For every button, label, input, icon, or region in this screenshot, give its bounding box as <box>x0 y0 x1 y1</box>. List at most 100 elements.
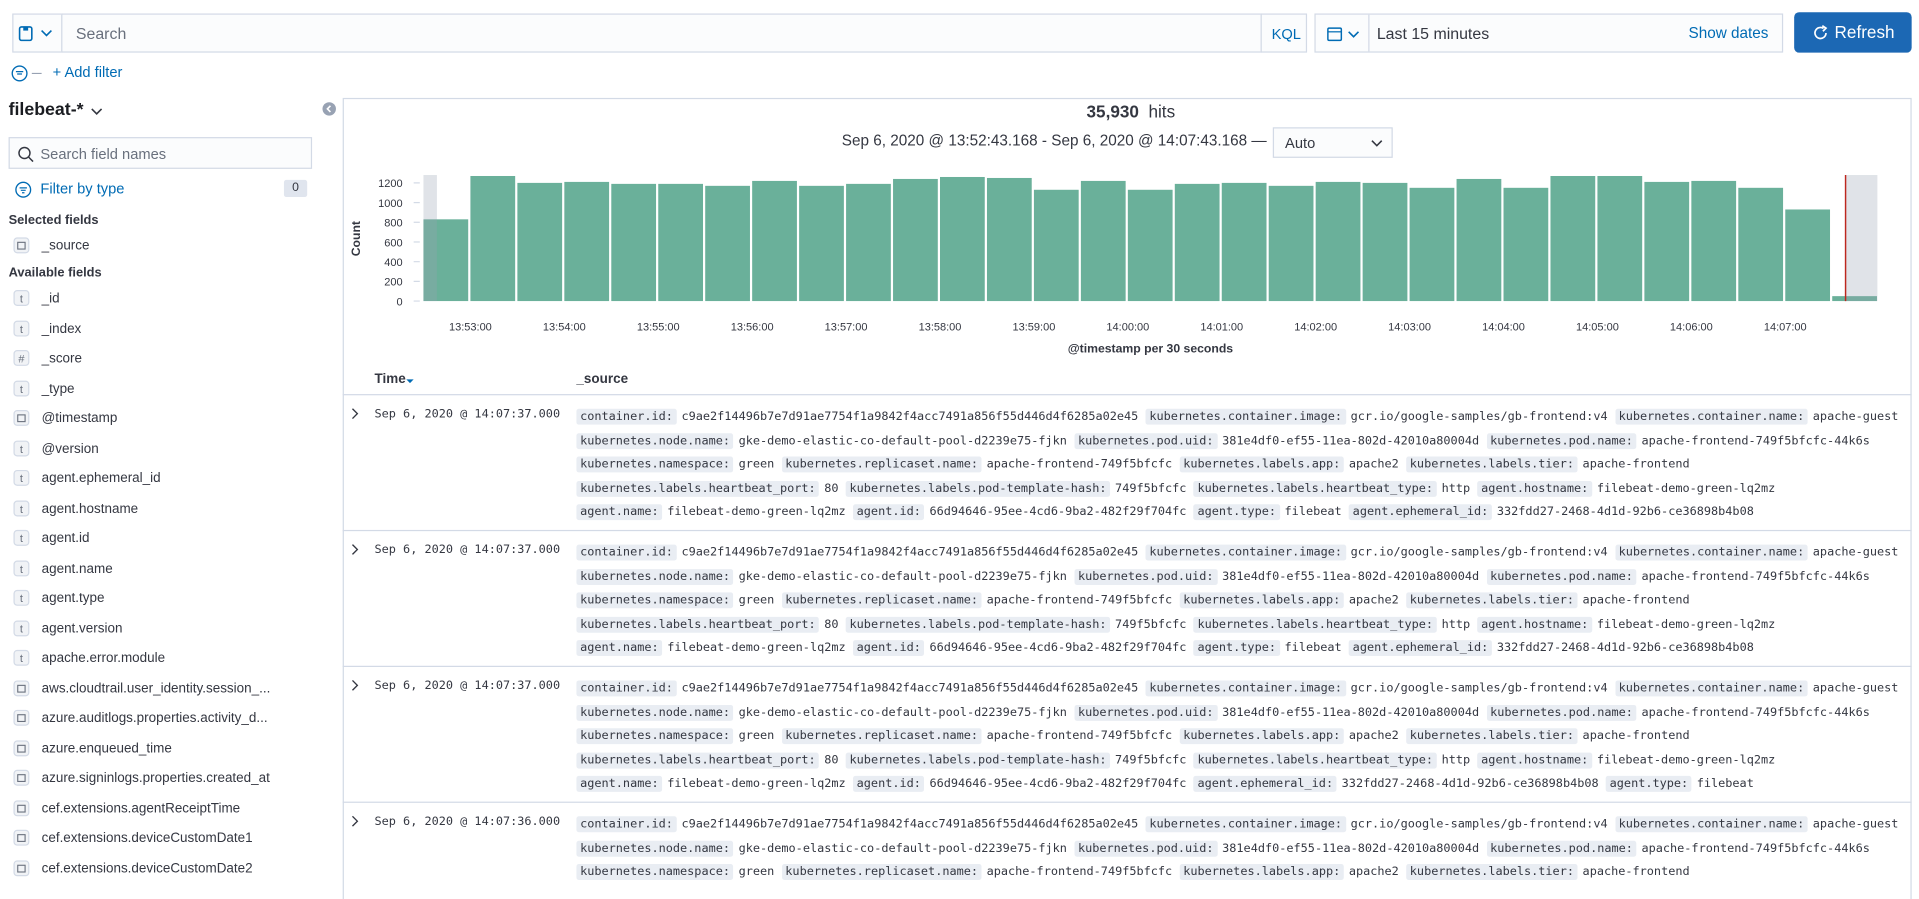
collapse-sidebar[interactable] <box>322 102 337 117</box>
column-header: _source <box>576 372 629 387</box>
bar <box>611 183 657 302</box>
bar <box>986 177 1032 302</box>
field-value: apache-guest <box>1812 545 1899 560</box>
field-item[interactable]: t _id <box>0 284 330 313</box>
bar <box>1080 180 1126 302</box>
field-value: green <box>738 729 775 744</box>
field-item[interactable]: t apache.error.module <box>0 644 330 673</box>
field-item[interactable]: t _type <box>0 374 330 403</box>
field-name: _id <box>41 291 60 306</box>
field-item[interactable]: cef.extensions.deviceCustomDate1 <box>0 824 330 853</box>
field-value: filebeat <box>1696 777 1754 792</box>
bar <box>1550 175 1596 302</box>
column-header[interactable]: Time <box>374 372 406 387</box>
field-item[interactable]: azure.auditlogs.properties.activity_d... <box>0 704 330 733</box>
expand-toggle[interactable] <box>349 542 361 557</box>
field-name: @version <box>41 441 99 456</box>
interval-select[interactable]: Auto <box>1272 127 1393 158</box>
bar <box>470 175 516 302</box>
expand-toggle[interactable] <box>349 814 361 829</box>
date-picker[interactable]: Last 15 minutes Show dates <box>1314 13 1784 53</box>
bar <box>658 183 704 302</box>
field-value: gke-demo-elastic-co-default-pool-d2239e7… <box>738 841 1067 855</box>
field-value: 381e4df0-ef55-11ea-802d-42010a80004d <box>1222 705 1480 720</box>
expand-toggle[interactable] <box>349 406 361 421</box>
timestamp: Sep 6, 2020 @ 14:07:37.000 <box>374 407 561 422</box>
field-type-badge: t <box>13 529 30 546</box>
field-item[interactable]: azure.enqueued_time <box>0 734 330 763</box>
bar <box>1597 175 1643 302</box>
expand-toggle[interactable] <box>349 678 361 693</box>
field-item[interactable]: t agent.version <box>0 614 330 643</box>
source-line: container.id: c9ae2f14496b7e7d91ae7754f1a… <box>576 541 1905 565</box>
field-item[interactable]: azure.signinlogs.properties.created_at <box>0 764 330 793</box>
x-tick-label: 14:07:00 <box>1764 321 1807 333</box>
field-item[interactable]: t agent.ephemeral_id <box>0 464 330 493</box>
document-row: Sep 6, 2020 @ 14:07:36.000 container.id: c… <box>342 801 1912 899</box>
field-key: agent.hostname: <box>1477 752 1592 769</box>
filter-by-type[interactable]: Filter by type <box>40 179 125 198</box>
hits-label: hits <box>1148 101 1176 122</box>
saved-query-button[interactable] <box>12 13 63 53</box>
bar <box>893 178 938 302</box>
field-value: c9ae2f14496b7e7d91ae7754f1a9842f4acc7491… <box>681 681 1139 696</box>
field-item[interactable]: # _score <box>0 344 330 373</box>
index-pattern[interactable]: filebeat-* <box>8 100 84 120</box>
field-key: kubernetes.labels.heartbeat_port: <box>576 752 820 769</box>
sort-icon[interactable] <box>405 376 415 386</box>
field-item[interactable]: t agent.id <box>0 524 330 553</box>
x-axis-label: @timestamp per 30 seconds <box>1068 341 1234 355</box>
field-type-icon <box>13 769 30 786</box>
field-name: _source <box>41 238 90 254</box>
refresh-button[interactable]: Refresh <box>1794 12 1912 53</box>
x-tick-label: 14:04:00 <box>1482 321 1525 333</box>
bar <box>846 183 891 302</box>
field-key: agent.name: <box>576 640 663 657</box>
field-key: kubernetes.container.name: <box>1614 544 1808 561</box>
field-item[interactable]: t _index <box>0 314 330 343</box>
field-value: apache-frontend-749f5bfcfc <box>986 865 1173 879</box>
field-value: 381e4df0-ef55-11ea-802d-42010a80004d <box>1222 433 1480 448</box>
field-value: gcr.io/google-samples/gb-frontend:v4 <box>1350 681 1608 696</box>
field-type-badge: t <box>13 619 30 636</box>
hits-header: 35,930 hits <box>343 102 1919 122</box>
field-item[interactable]: cef.extensions.deviceCustomDate2 <box>0 854 330 883</box>
language-toggle[interactable]: KQL <box>1260 13 1308 53</box>
field-value: apache2 <box>1348 457 1399 472</box>
filter-options-icon[interactable] <box>10 64 47 84</box>
field-key: kubernetes.replicaset.name: <box>781 592 982 609</box>
field-value: apache-frontend <box>1582 593 1690 608</box>
y-tick-label: 600 <box>384 237 402 249</box>
field-value: apache-guest <box>1812 681 1899 696</box>
field-item[interactable]: cef.extensions.agentReceiptTime <box>0 794 330 823</box>
field-value: gcr.io/google-samples/gb-frontend:v4 <box>1350 545 1608 560</box>
field-item[interactable]: t agent.type <box>0 584 330 613</box>
field-item[interactable]: t @version <box>0 434 330 463</box>
field-value: gke-demo-elastic-co-default-pool-d2239e7… <box>738 569 1067 584</box>
field-key: kubernetes.labels.heartbeat_type: <box>1193 480 1437 497</box>
histogram: Count @timestamp per 30 seconds 0 200 400 6… <box>349 175 1878 355</box>
x-tick-label: 13:59:00 <box>1013 321 1056 333</box>
field-type-badge: t <box>13 320 30 336</box>
field-search[interactable]: Search field names <box>8 137 313 169</box>
field-item[interactable]: t agent.hostname <box>0 494 330 523</box>
field-value: gke-demo-elastic-co-default-pool-d2239e7… <box>738 433 1067 448</box>
field-item[interactable]: _source <box>0 231 330 260</box>
field-key: kubernetes.labels.tier: <box>1406 456 1578 473</box>
field-item[interactable]: aws.cloudtrail.user_identity.session_... <box>0 674 330 703</box>
search-input[interactable]: Search <box>61 13 1262 53</box>
field-value: c9ae2f14496b7e7d91ae7754f1a9842f4acc7491… <box>681 545 1139 560</box>
field-key: kubernetes.labels.tier: <box>1406 728 1578 745</box>
field-item[interactable]: t agent.name <box>0 554 330 583</box>
field-item[interactable]: @timestamp <box>0 404 330 433</box>
show-dates[interactable]: Show dates <box>1688 24 1769 42</box>
field-value: 749f5bfcfc <box>1115 617 1187 632</box>
field-value: 66d94646-95ee-4cd6-9ba2-482f29f704fc <box>929 505 1187 520</box>
field-value: apache-frontend-749f5bfcfc-44k6s <box>1641 569 1870 584</box>
field-value: c9ae2f14496b7e7d91ae7754f1a9842f4acc7491… <box>681 817 1139 831</box>
field-value: apache2 <box>1348 593 1399 608</box>
add-filter[interactable]: + Add filter <box>52 63 123 81</box>
index-pattern-caret <box>91 108 103 115</box>
bar <box>1127 189 1173 302</box>
field-value: 66d94646-95ee-4cd6-9ba2-482f29f704fc <box>929 641 1187 656</box>
